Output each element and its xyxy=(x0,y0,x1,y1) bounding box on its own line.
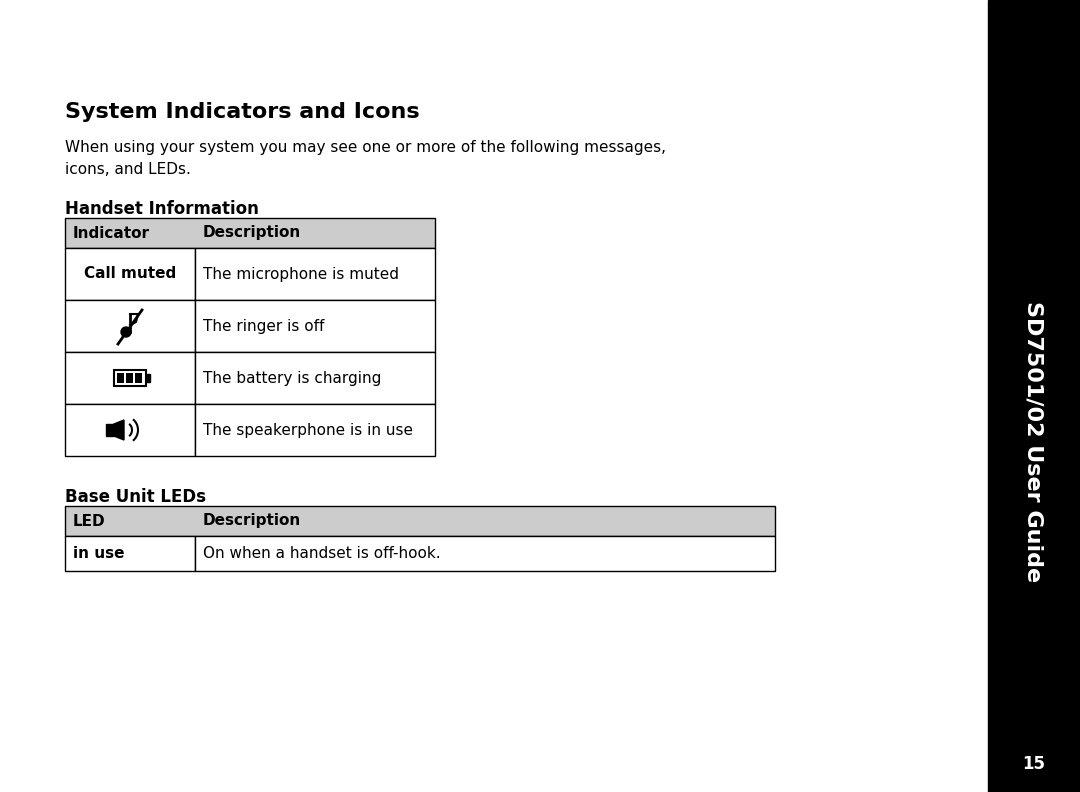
Bar xyxy=(195,404,435,456)
Bar xyxy=(65,300,195,352)
Text: Description: Description xyxy=(203,513,301,528)
Text: Description: Description xyxy=(203,226,301,241)
Bar xyxy=(195,248,435,300)
Text: The speakerphone is in use: The speakerphone is in use xyxy=(203,422,413,437)
Text: The ringer is off: The ringer is off xyxy=(203,318,324,333)
Text: LED: LED xyxy=(73,513,106,528)
Circle shape xyxy=(121,327,131,337)
Text: System Indicators and Icons: System Indicators and Icons xyxy=(65,102,420,122)
Text: Call muted: Call muted xyxy=(84,266,176,281)
Bar xyxy=(146,374,150,382)
Bar xyxy=(65,536,195,571)
Text: The microphone is muted: The microphone is muted xyxy=(203,266,399,281)
Bar xyxy=(114,370,146,386)
Text: Handset Information: Handset Information xyxy=(65,200,259,218)
Bar xyxy=(106,424,114,436)
Bar xyxy=(126,373,133,383)
Text: SD7501/02 User Guide: SD7501/02 User Guide xyxy=(1024,302,1044,583)
Bar xyxy=(65,248,195,300)
Bar xyxy=(65,352,195,404)
Bar xyxy=(195,300,435,352)
Text: in use: in use xyxy=(73,546,124,561)
Text: The battery is charging: The battery is charging xyxy=(203,371,381,386)
Polygon shape xyxy=(114,420,124,440)
Text: Base Unit LEDs: Base Unit LEDs xyxy=(65,488,206,506)
Bar xyxy=(988,0,1080,792)
Bar xyxy=(195,352,435,404)
Text: When using your system you may see one or more of the following messages,
icons,: When using your system you may see one o… xyxy=(65,140,666,177)
Bar xyxy=(65,506,775,536)
Bar xyxy=(135,373,141,383)
Text: Indicator: Indicator xyxy=(73,226,150,241)
Text: 15: 15 xyxy=(1023,755,1045,773)
Bar xyxy=(65,404,195,456)
Text: On when a handset is off-hook.: On when a handset is off-hook. xyxy=(203,546,441,561)
Bar xyxy=(117,373,124,383)
Bar xyxy=(195,536,775,571)
Bar xyxy=(65,218,435,248)
